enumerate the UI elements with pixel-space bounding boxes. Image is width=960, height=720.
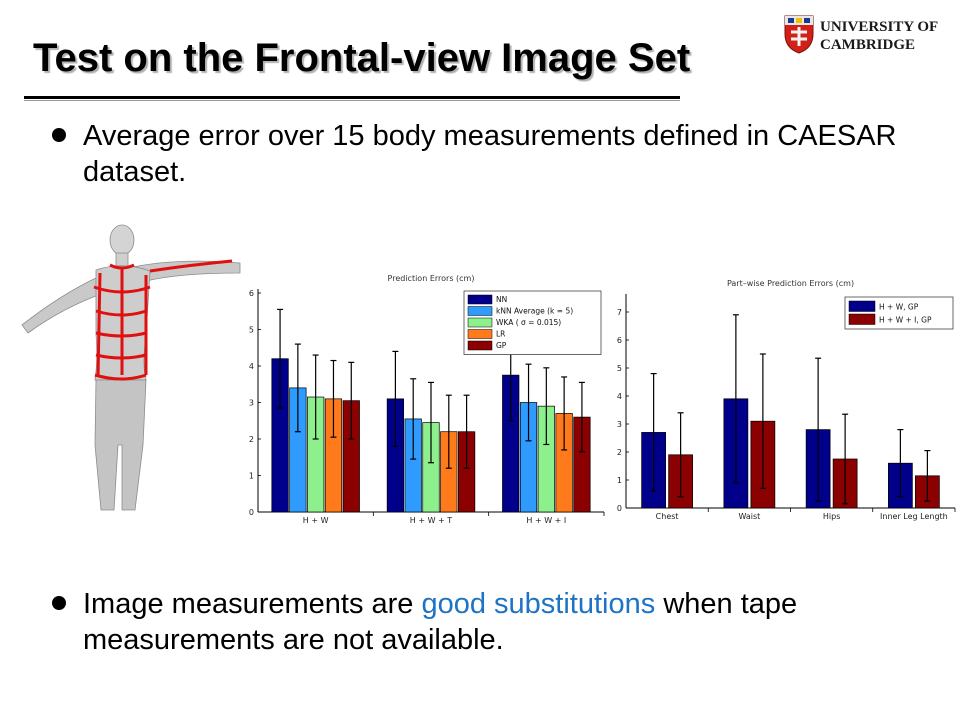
- cambridge-shield-icon: [784, 15, 814, 54]
- legend-swatch: [467, 294, 493, 305]
- legend-label: kNN Average (k = 5): [496, 307, 573, 316]
- legend-swatch: [467, 317, 493, 328]
- y-tick-label: 2: [617, 448, 622, 457]
- y-tick-label: 7: [617, 308, 622, 317]
- legend-swatch: [467, 329, 493, 339]
- logo-line-2: CAMBRIDGE: [820, 37, 915, 53]
- bullet-dot-icon: [52, 596, 66, 610]
- y-tick-label: 4: [249, 362, 254, 371]
- y-tick-label: 4: [617, 392, 622, 401]
- category-label: H + W: [303, 516, 329, 525]
- figure-svg: Prediction Errors (cm) 0 1 2 3 4 5 6 H + W H + W …: [21, 224, 956, 525]
- bullet-2-text-before: Image measurements are: [83, 588, 422, 620]
- chart-title: Part–wise Prediction Errors (cm): [727, 279, 854, 288]
- legend-label: NN: [496, 295, 507, 304]
- category-label: Inner Leg Length: [880, 512, 948, 521]
- y-tick-label: 1: [617, 476, 622, 485]
- category-label: H + W + T: [410, 516, 453, 525]
- bullet-2-highlight: good substitutions: [421, 588, 656, 620]
- category-label: Hips: [823, 512, 840, 521]
- legend-label: WKA ( σ = 0.015): [496, 318, 561, 327]
- y-tick-label: 1: [249, 472, 254, 481]
- bullet-2-text-after: when tape measurements are not available…: [83, 588, 798, 656]
- university-logo: UNIVERSITY OF CAMBRIDGE: [784, 15, 938, 54]
- category-label: H + W + I: [526, 516, 566, 525]
- legend-swatch: [848, 300, 876, 312]
- y-tick-label: 6: [249, 289, 254, 298]
- slide-title: Test on the Frontal-view Image Set: [33, 36, 691, 80]
- category-label: Chest: [656, 512, 679, 521]
- y-tick-label: 0: [617, 504, 622, 513]
- bullet-2-text: Image measurements are good substitution…: [83, 586, 943, 658]
- chart-prediction-errors: Prediction Errors (cm) 0 1 2 3 4 5 6 H + W H + W …: [249, 274, 605, 525]
- bullet-dot-icon: [52, 128, 66, 142]
- figure-area: Prediction Errors (cm) 0 1 2 3 4 5 6 H + W H + W …: [0, 215, 960, 535]
- y-tick-label: 0: [249, 508, 254, 517]
- category-label: Waist: [738, 512, 760, 521]
- legend-swatch: [848, 313, 876, 325]
- legend-label: H + W, GP: [879, 303, 919, 312]
- y-tick-label: 3: [249, 399, 254, 408]
- human-body-model-icon: [21, 224, 241, 511]
- y-tick-label: 5: [617, 364, 622, 373]
- legend-label: GP: [496, 341, 507, 350]
- chart-partwise-errors: Part–wise Prediction Errors (cm) 0 1 2 3 4 5 6 7…: [617, 279, 956, 521]
- legend-swatch: [467, 306, 493, 316]
- title-underline-shadow: [24, 100, 680, 101]
- legend-swatch: [467, 340, 493, 351]
- y-tick-label: 3: [617, 420, 622, 429]
- logo-line-1: UNIVERSITY OF: [820, 19, 938, 35]
- chart-title: Prediction Errors (cm): [388, 274, 475, 283]
- legend-label: LR: [496, 330, 505, 339]
- y-tick-label: 2: [249, 435, 254, 444]
- title-underline: [24, 96, 680, 99]
- y-tick-label: 5: [249, 326, 254, 335]
- y-tick-label: 6: [617, 336, 622, 345]
- bullet-1-text: Average error over 15 body measurements …: [83, 120, 897, 188]
- legend-label: H + W + I, GP: [879, 316, 932, 325]
